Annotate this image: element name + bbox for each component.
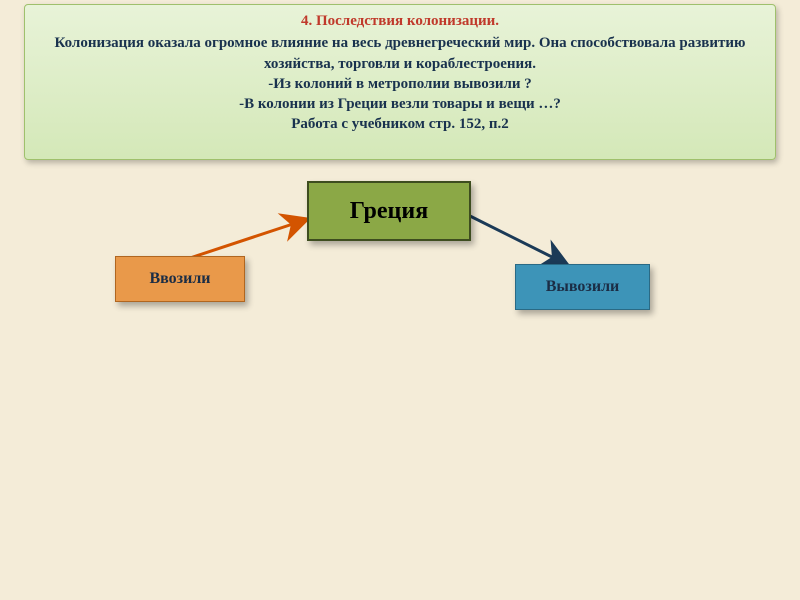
header-line-1: Колонизация оказала огромное влияние на … (37, 33, 763, 74)
node-greece-label: Греция (350, 198, 428, 225)
header-line-4: Работа с учебником стр. 152, п.2 (37, 114, 763, 134)
arrow-export (470, 216, 568, 265)
node-export: Вывозили (515, 264, 650, 310)
header-line-2: -Из колоний в метрополии вывозили ? (37, 74, 763, 94)
node-import-label: Ввозили (149, 270, 210, 288)
node-export-label: Вывозили (546, 278, 620, 296)
arrow-import (190, 219, 308, 258)
node-greece: Греция (307, 181, 471, 241)
header-line-3: -В колонии из Греции везли товары и вещи… (37, 94, 763, 114)
header-title: 4. Последствия колонизации. (37, 11, 763, 31)
node-import: Ввозили (115, 256, 245, 302)
header-panel: 4. Последствия колонизации. Колонизация … (24, 4, 776, 160)
